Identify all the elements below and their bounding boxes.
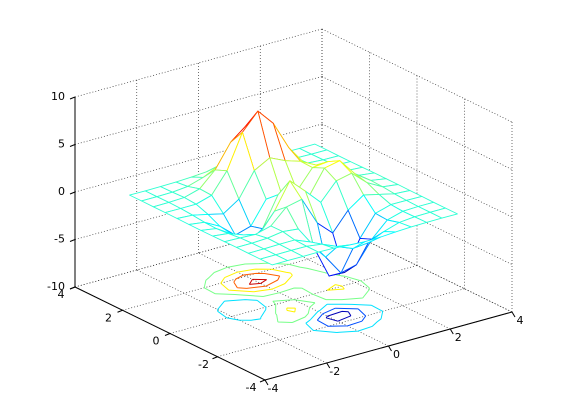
z-tick-label: 10 bbox=[51, 90, 65, 103]
y-tick bbox=[212, 356, 218, 360]
x-tick-label: 4 bbox=[517, 314, 524, 327]
z-tick-label: 5 bbox=[58, 138, 65, 151]
grid-line bbox=[74, 76, 323, 145]
contour-line bbox=[220, 268, 345, 313]
x-tick bbox=[511, 311, 516, 318]
z-tick bbox=[69, 191, 76, 195]
x-tick bbox=[264, 379, 269, 386]
contour-line bbox=[233, 272, 281, 289]
grid-line bbox=[217, 288, 465, 358]
x-tick-label: -2 bbox=[329, 365, 340, 378]
contour-line bbox=[248, 278, 267, 285]
contour-line bbox=[316, 307, 367, 327]
y-tick-label: 0 bbox=[153, 335, 160, 348]
z-tick bbox=[69, 286, 76, 290]
grid-line bbox=[136, 269, 327, 364]
x-tick-label: -4 bbox=[268, 382, 279, 395]
z-tick-label: -10 bbox=[47, 280, 65, 293]
y-tick-label: 4 bbox=[58, 288, 65, 301]
y-tick-label: -4 bbox=[246, 381, 257, 394]
z-tick bbox=[69, 144, 76, 147]
grid-line bbox=[321, 123, 513, 218]
x-tick bbox=[326, 362, 331, 369]
grid-line bbox=[321, 218, 513, 313]
grid-line bbox=[74, 28, 323, 98]
contour-line bbox=[325, 310, 352, 322]
y-tick bbox=[259, 379, 266, 383]
x-tick-label: 0 bbox=[393, 348, 400, 361]
z-tick-label: 0 bbox=[58, 185, 65, 198]
y-tick-label: -2 bbox=[198, 358, 209, 371]
z-tick bbox=[69, 239, 76, 242]
mesh-cell bbox=[259, 254, 289, 266]
z-tick bbox=[69, 96, 76, 100]
x-tick bbox=[388, 345, 392, 352]
contour-line bbox=[217, 299, 384, 333]
x-tick-label: 2 bbox=[455, 331, 462, 344]
grid-line bbox=[169, 265, 418, 334]
x-tick bbox=[449, 328, 454, 335]
y-tick bbox=[164, 333, 171, 336]
grid-line bbox=[321, 76, 513, 170]
y-tick-label: 2 bbox=[105, 311, 112, 324]
grid-line bbox=[321, 28, 513, 123]
contour-line bbox=[203, 262, 370, 323]
y-tick bbox=[117, 309, 123, 313]
z-tick-label: -5 bbox=[54, 233, 65, 246]
